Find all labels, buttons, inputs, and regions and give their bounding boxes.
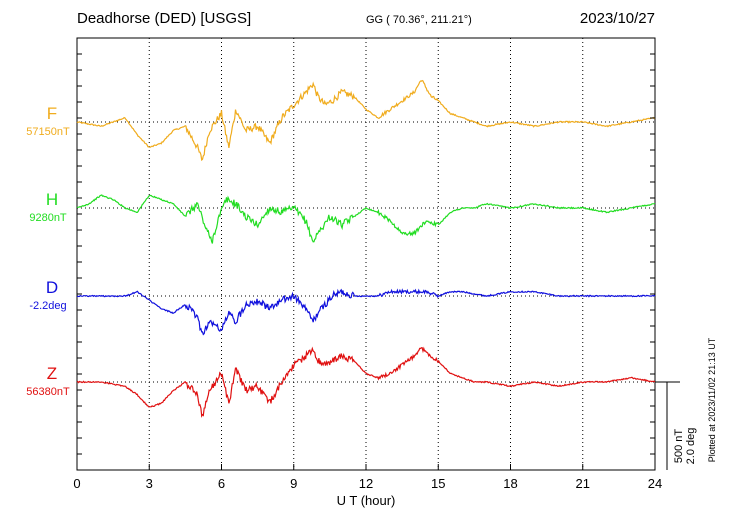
station-coordinates: GG ( 70.36°, 211.21°) xyxy=(366,14,472,26)
x-axis-label: U T (hour) xyxy=(337,493,396,508)
scale-deg-label: 2.0 deg xyxy=(685,428,697,465)
x-tick-label: 9 xyxy=(290,476,297,491)
series-baseline-F: 57150nT xyxy=(26,126,70,138)
x-tick-label: 12 xyxy=(359,476,373,491)
series-name-F: F xyxy=(47,104,57,123)
x-tick-label: 18 xyxy=(503,476,517,491)
series-name-D: D xyxy=(46,278,58,297)
plotted-at: Plotted at 2023/11/02 21:13 UT xyxy=(707,337,717,462)
series-line-F xyxy=(76,79,656,162)
series-baseline-H: 9280nT xyxy=(29,212,67,224)
grid xyxy=(148,38,584,470)
series-baseline-Z: 56380nT xyxy=(26,386,70,398)
x-tick-label: 3 xyxy=(146,476,153,491)
plot-date: 2023/10/27 xyxy=(580,10,655,27)
series-line-D xyxy=(76,288,656,336)
series-lines xyxy=(76,79,656,418)
series-line-Z xyxy=(76,346,656,418)
x-tick-label: 0 xyxy=(73,476,80,491)
scale-nt-label: 500 nT xyxy=(673,429,685,464)
series-name-H: H xyxy=(46,190,58,209)
x-tick-label: 15 xyxy=(431,476,445,491)
x-tick-label: 6 xyxy=(218,476,225,491)
series-baseline-D: -2.2deg xyxy=(29,300,66,312)
x-tick-label: 24 xyxy=(648,476,662,491)
x-tick-label: 21 xyxy=(576,476,590,491)
series-labels: F 57150nT H 9280nT D -2.2deg Z 56380nT xyxy=(26,104,70,398)
series-name-Z: Z xyxy=(47,364,57,383)
series-line-H xyxy=(76,194,656,244)
x-axis-ticks: 0 3 6 9 12 15 18 21 24 xyxy=(73,37,662,491)
station-title: Deadhorse (DED) [USGS] xyxy=(77,10,251,27)
